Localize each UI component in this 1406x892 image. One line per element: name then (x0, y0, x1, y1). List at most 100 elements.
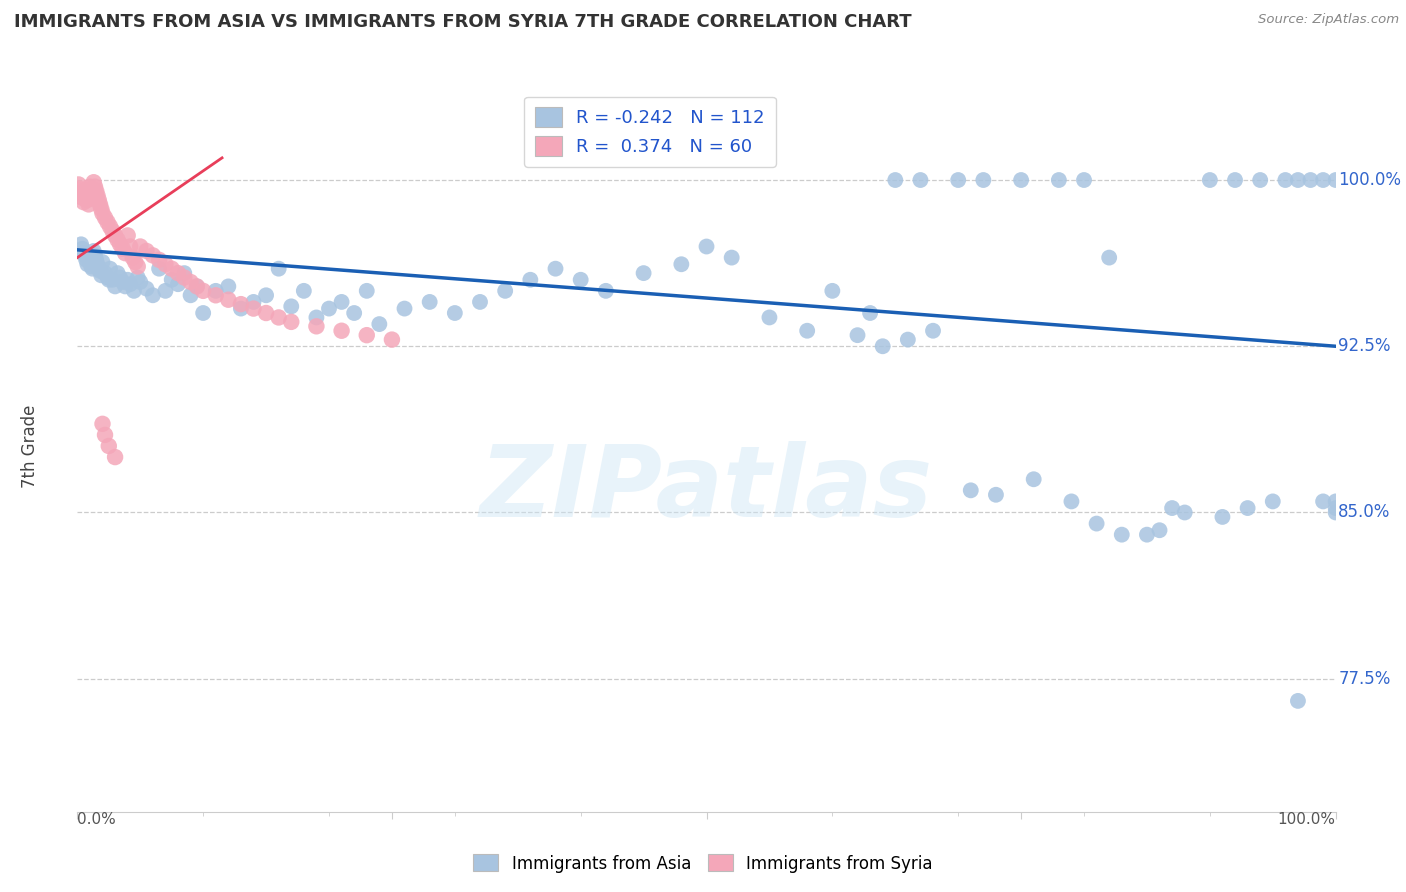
Point (120, 239, 142, 253)
Point (114, 279, 136, 293)
Point (70, 237, 93, 252)
Point (75, 252, 97, 267)
Point (135, 244, 157, 258)
Point (101, 224, 124, 238)
Point (91, 255, 114, 269)
Point (82, 261, 104, 276)
Point (267, 261, 290, 276)
Point (217, 293, 239, 307)
Point (90, 268, 112, 283)
Point (94, 428, 117, 442)
Point (1098, 251, 1121, 265)
Point (79, 179, 101, 194)
Point (148, 261, 170, 276)
Point (519, 273, 541, 287)
Text: 77.5%: 77.5% (1339, 670, 1391, 688)
Point (80, 184, 103, 198)
Point (173, 270, 195, 285)
Point (97, 439, 120, 453)
Point (108, 270, 131, 285)
Point (167, 266, 190, 280)
Point (1073, 173, 1095, 187)
Point (948, 173, 970, 187)
Text: ZIPatlas: ZIPatlas (479, 442, 934, 539)
Point (186, 279, 208, 293)
Point (1274, 173, 1296, 187)
Point (86, 257, 108, 271)
Point (87, 261, 110, 276)
Point (76, 193, 98, 207)
Point (173, 266, 195, 280)
Point (544, 261, 567, 276)
Point (73, 184, 96, 198)
Point (72, 195, 94, 210)
Point (633, 266, 655, 280)
Point (67, 178, 90, 192)
Point (77, 197, 100, 211)
Point (292, 284, 315, 298)
Point (129, 239, 152, 253)
Point (758, 310, 780, 325)
Point (444, 306, 467, 320)
Point (83, 244, 105, 258)
Point (180, 288, 202, 302)
Point (83, 175, 105, 189)
Point (111, 242, 134, 256)
Point (368, 317, 391, 331)
Point (846, 328, 869, 343)
Point (84, 248, 107, 262)
Point (104, 279, 127, 293)
Point (120, 277, 142, 292)
Point (696, 239, 718, 253)
Point (280, 315, 302, 329)
Point (280, 299, 302, 313)
Point (922, 324, 945, 338)
Point (91, 417, 114, 431)
Point (180, 275, 202, 289)
Point (77, 251, 100, 265)
Point (94, 211, 117, 225)
Point (1312, 494, 1334, 508)
Point (242, 294, 264, 309)
Point (104, 450, 127, 464)
Point (82, 188, 104, 202)
Point (569, 273, 592, 287)
Point (305, 319, 328, 334)
Point (595, 284, 617, 298)
Point (108, 237, 131, 252)
Point (1022, 472, 1045, 486)
Point (1010, 173, 1032, 187)
Point (101, 273, 124, 287)
Point (127, 270, 149, 285)
Text: 92.5%: 92.5% (1339, 337, 1391, 355)
Point (1136, 527, 1159, 541)
Point (73, 248, 96, 262)
Point (107, 266, 129, 280)
Point (859, 306, 882, 320)
Legend: R = -0.242   N = 112, R =  0.374   N = 60: R = -0.242 N = 112, R = 0.374 N = 60 (524, 96, 776, 167)
Point (142, 248, 165, 262)
Point (229, 297, 252, 311)
Point (117, 273, 139, 287)
Point (111, 275, 134, 289)
Point (1324, 501, 1347, 516)
Text: 100.0%: 100.0% (1339, 171, 1402, 189)
Point (1198, 173, 1220, 187)
Point (148, 252, 170, 267)
Point (186, 279, 208, 293)
Point (124, 255, 146, 269)
Point (821, 284, 844, 298)
Point (419, 294, 441, 309)
Point (1236, 501, 1258, 516)
Point (89, 264, 111, 278)
Point (1047, 173, 1070, 187)
Point (96, 270, 118, 285)
Point (1174, 506, 1197, 520)
Point (72, 246, 94, 260)
Point (910, 173, 932, 187)
Point (94, 266, 117, 280)
Point (122, 284, 145, 298)
Point (155, 257, 177, 271)
Point (98, 261, 121, 276)
Point (96, 215, 118, 229)
